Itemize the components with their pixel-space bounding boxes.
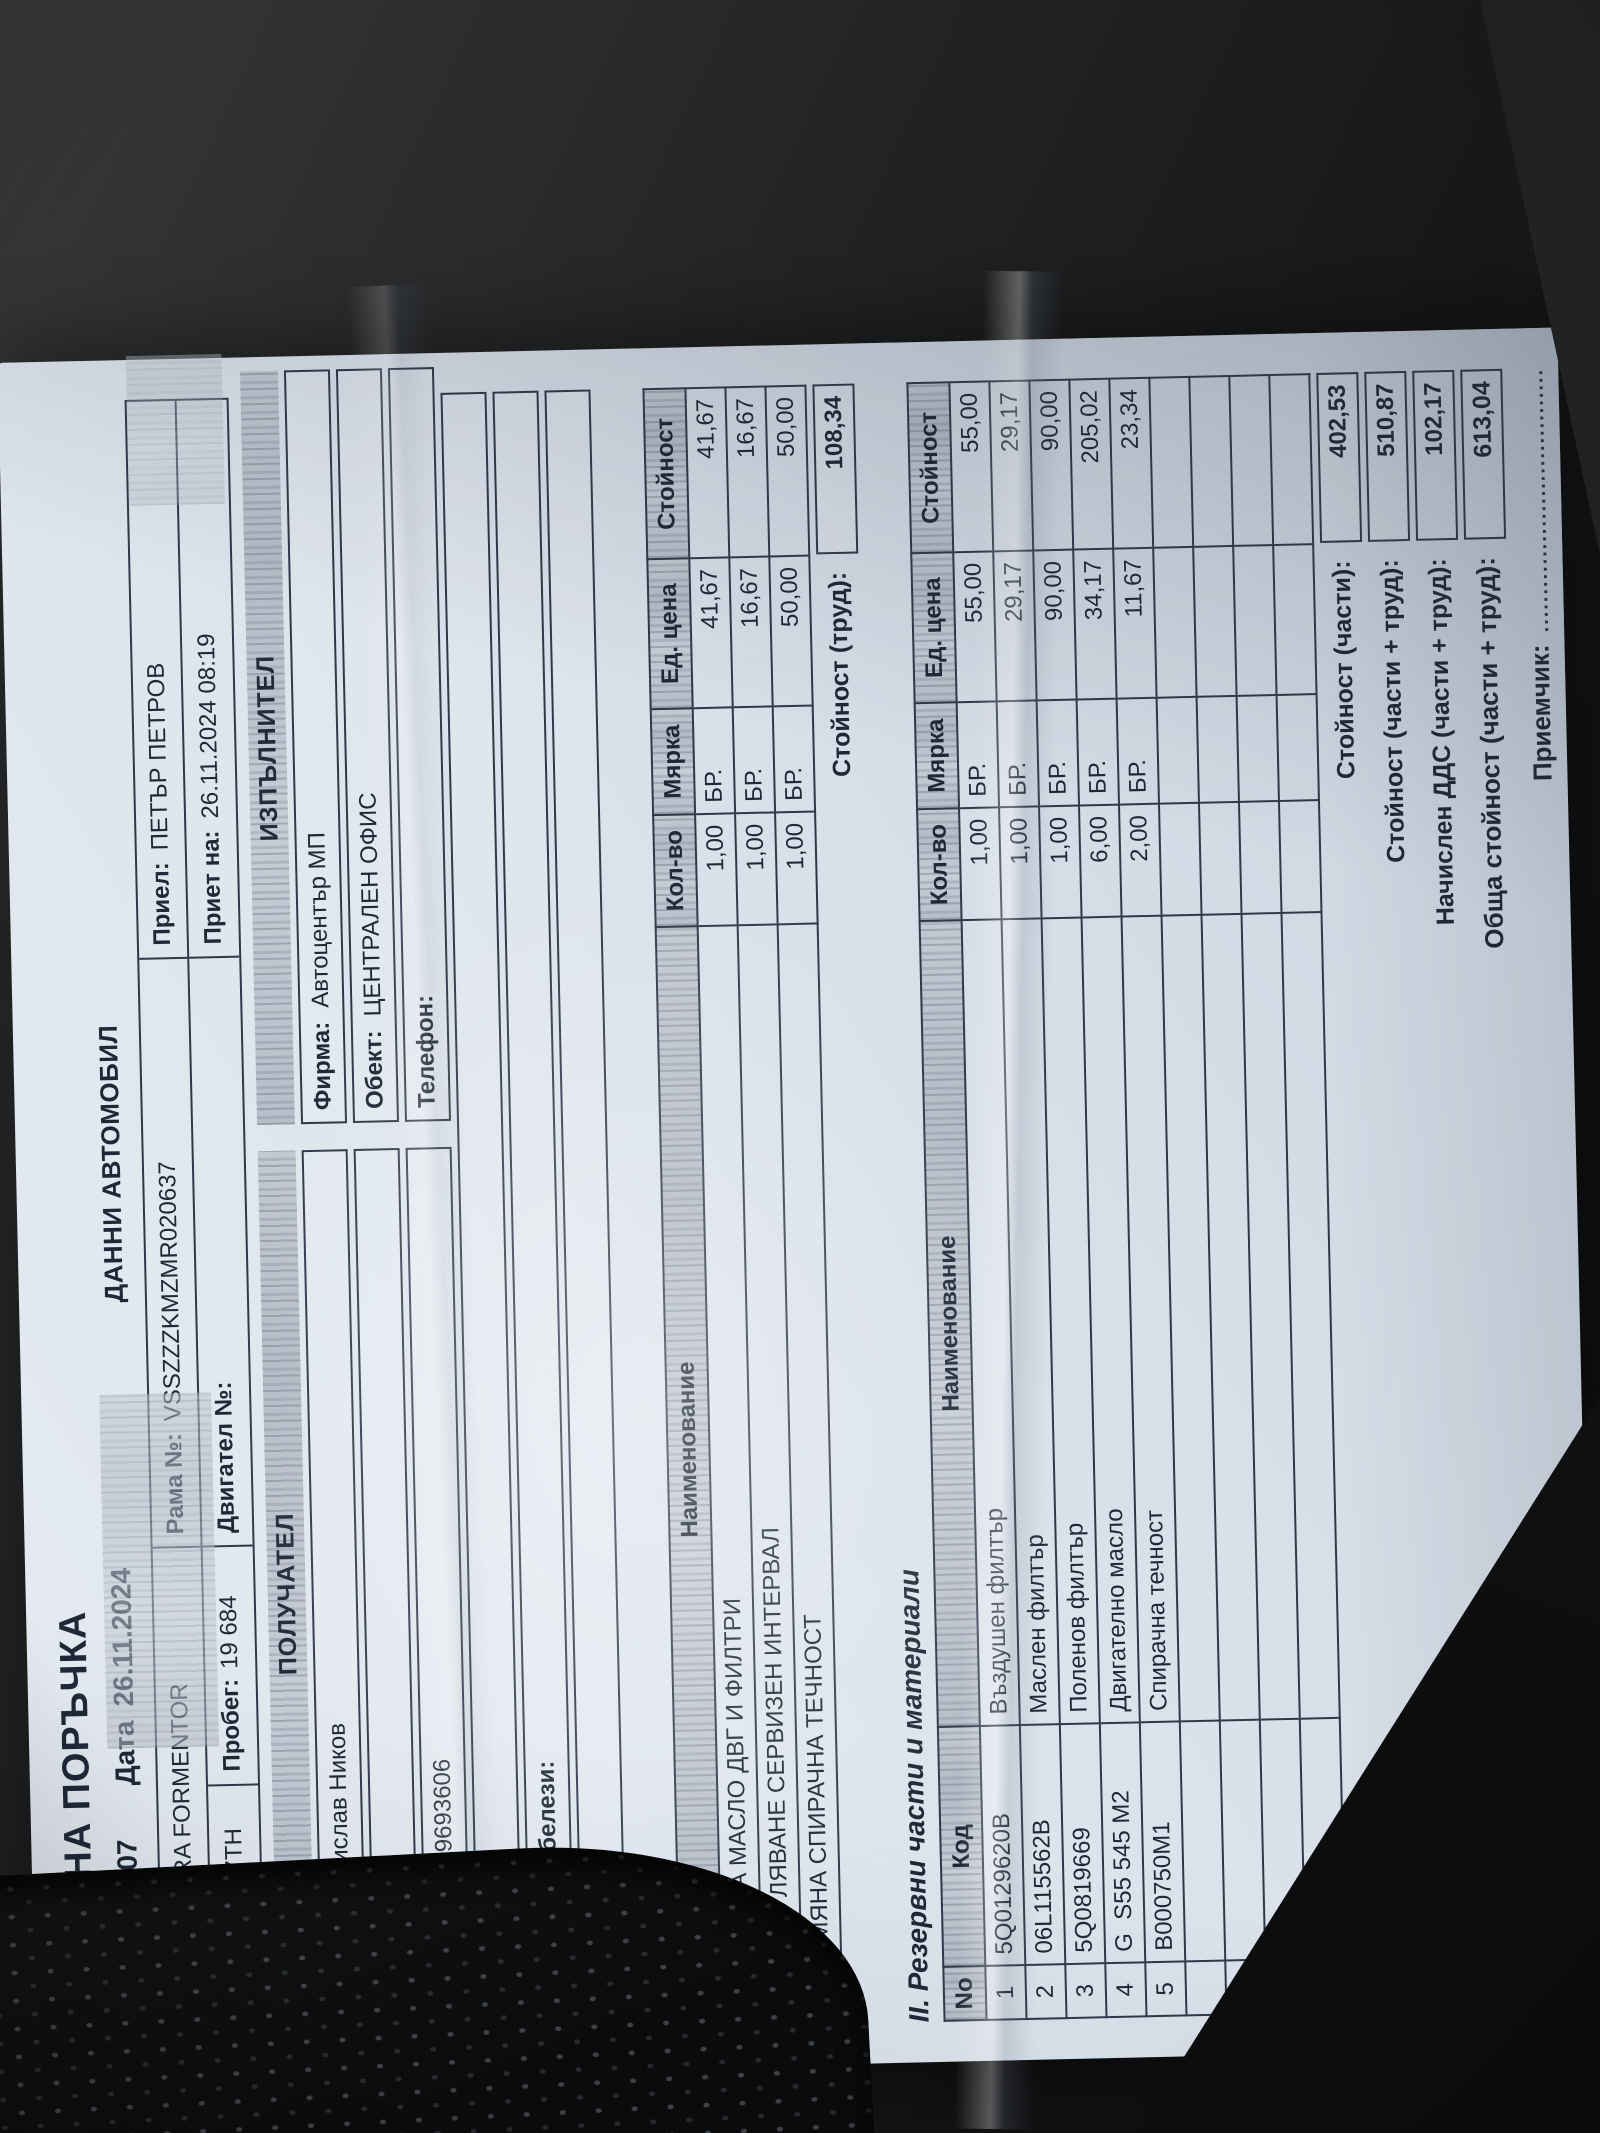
- vehicle-data-header: ДАННИ АВТОМОБИЛ: [92, 1024, 130, 1303]
- spacer: [126, 1799, 127, 1825]
- received-at-value: 26.11.2024 08:19: [192, 633, 225, 819]
- date-label: Дата: [108, 1720, 141, 1786]
- executor-fields: Фирма: Автоцентър МП Обект: ЦЕНТРАЛЕН ОФ…: [278, 367, 452, 1125]
- parts-row-amount: 23,34: [1109, 377, 1154, 549]
- labor-row-price: 16,67: [729, 556, 773, 708]
- parts-row-price: 90,00: [1033, 549, 1077, 701]
- mileage-subcell: Пробег: 19 684: [202, 1546, 259, 1787]
- parts-row-price: 34,17: [1073, 548, 1117, 700]
- parts-row-amount: 55,00: [949, 381, 994, 553]
- parts-col-price: Ед. цена: [911, 552, 957, 704]
- parts-row-price: 55,00: [953, 551, 997, 703]
- engine-label: Двигател №:: [209, 1381, 241, 1534]
- labor-row-amount: 16,67: [725, 386, 770, 558]
- parts-col-code: Код: [937, 1725, 986, 1967]
- parts-col-amount: Стойност: [907, 382, 954, 554]
- client-signature: Клиент:.................................…: [1546, 1608, 1586, 2008]
- parts-row-unit: БР.: [1036, 699, 1080, 807]
- document-content: СЕРВИЗНА ПОРЪЧКА № 0000002607 Дата 26.11…: [0, 270, 1596, 2133]
- parts-row-qty: 6,00: [1079, 804, 1122, 918]
- document-date: 26.11.2024: [105, 1567, 140, 1707]
- grand-total-label: Обща стойност (части + труд):: [1469, 556, 1509, 949]
- parts-row-qty: 1,00: [959, 807, 1002, 921]
- labor-table: No Наименование Кол-во Мярка Ед. цена Ст…: [642, 385, 843, 2028]
- parts-row-no: 3: [1065, 1963, 1107, 2019]
- parts-row-no: 5: [1145, 1961, 1187, 2017]
- received-by-value: ПЕТЪР ПЕТРОВ: [142, 662, 174, 851]
- labor-col-qty: Кол-во: [653, 814, 698, 928]
- site-label: Обект:: [359, 1030, 389, 1110]
- parts-row-no: 2: [1025, 1964, 1067, 2020]
- site-value: ЦЕНТРАЛЕН ОФИС: [354, 792, 387, 1017]
- vin-value: VSSZZZKMZMR020637: [153, 1160, 187, 1422]
- parts-total-label: Стойност (части):: [1327, 560, 1360, 780]
- labor-row-unit: БР.: [732, 706, 776, 814]
- service-order-document: СЕРВИЗНА ПОРЪЧКА № 0000002607 Дата 26.11…: [0, 270, 1597, 2133]
- parts-row-code: 5Q0819669: [1059, 1723, 1106, 1965]
- vat-total-label: Начислен ДДС (части + труд):: [1422, 557, 1460, 926]
- parts-row-unit: БР.: [1076, 698, 1119, 806]
- labor-row-price: 50,00: [769, 555, 813, 707]
- parts-labor-total-label: Стойност (части + труд):: [1375, 559, 1410, 864]
- parts-row-unit: БР.: [1116, 697, 1159, 805]
- parts-row-amount: 29,17: [989, 380, 1034, 552]
- executor-company-label: Фирма:: [307, 1021, 337, 1111]
- parts-col-unit: Мярка: [914, 702, 960, 810]
- parts-row-price: 11,67: [1113, 547, 1157, 699]
- parts-row-amount: 205,02: [1069, 378, 1114, 550]
- acceptor-label: Приемчик:: [1524, 644, 1558, 782]
- labor-row-amount: 41,67: [685, 387, 730, 559]
- labor-total-label: Стойност (труд):: [823, 571, 856, 778]
- parts-row-qty: 1,00: [999, 806, 1042, 920]
- parts-row-amount: 90,00: [1029, 379, 1074, 551]
- acceptor-signature-line: ...................................: [1525, 367, 1554, 633]
- parts-row-code: 06L115562B: [1019, 1724, 1066, 1966]
- parts-row-qty: 1,00: [1039, 805, 1082, 919]
- parts-row-code: 5Q0129620B: [979, 1725, 1026, 1966]
- parts-col-no: No: [943, 1965, 987, 2021]
- client-label: Клиент:: [1553, 1907, 1586, 2009]
- vat-total-value: 102,17: [1412, 369, 1459, 541]
- mileage-value: 19 684: [214, 1595, 244, 1670]
- labor-row-qty: 1,00: [775, 811, 818, 925]
- parts-row-no: 1: [985, 1965, 1027, 2020]
- executor-phone-label: Телефон:: [411, 994, 441, 1109]
- grand-total-value: 613,04: [1460, 368, 1507, 540]
- received-at-label: Приет на:: [197, 830, 227, 945]
- parts-table: No Код Наименование Кол-во Мярка Ед. цен…: [906, 373, 1347, 2022]
- parts-row-unit: БР.: [956, 701, 1000, 809]
- labor-col-amount: Стойност: [643, 388, 690, 560]
- parts-col-qty: Кол-во: [917, 808, 962, 922]
- executor-company-value: Автоцентър МП: [303, 831, 335, 1009]
- labor-total-value: 108,34: [812, 383, 859, 555]
- parts-row-code: B000750M1: [1139, 1721, 1186, 1963]
- parts-total-value: 402,53: [1316, 372, 1363, 543]
- parts-row-price: 29,17: [993, 550, 1037, 702]
- labor-col-unit: Мярка: [650, 708, 696, 816]
- parts-row-no: 4: [1105, 1962, 1147, 2018]
- labor-row-qty: 1,00: [695, 813, 738, 927]
- acceptor-signature: Приемчик:...............................…: [1518, 368, 1558, 782]
- received-by-label: Приел:: [147, 862, 176, 946]
- labor-row-unit: БР.: [772, 705, 816, 813]
- labor-row-price: 41,67: [689, 557, 733, 709]
- mileage-label: Пробег:: [216, 1678, 246, 1772]
- client-signature-line: ......................................: [1553, 1608, 1582, 1896]
- labor-row-unit: БР.: [692, 707, 736, 815]
- parts-row-unit: БР.: [996, 700, 1040, 808]
- labor-row-qty: 1,00: [735, 812, 778, 926]
- parts-labor-total-value: 510,87: [1364, 370, 1411, 542]
- parts-row-qty: 2,00: [1118, 803, 1162, 917]
- parts-row-code: G S55 545 M2: [1099, 1722, 1146, 1964]
- vin-label: Рама №:: [160, 1432, 190, 1535]
- labor-row-amount: 50,00: [765, 385, 810, 557]
- labor-col-price: Ед. цена: [647, 558, 693, 710]
